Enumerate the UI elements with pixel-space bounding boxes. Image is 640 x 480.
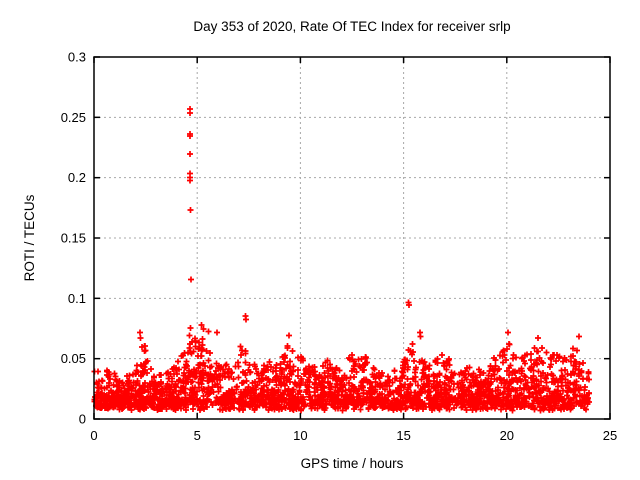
y-tick-label: 0.3 — [68, 50, 86, 65]
x-tick-label: 5 — [194, 428, 201, 443]
y-tick-label: 0 — [79, 412, 86, 427]
x-tick-label: 15 — [396, 428, 410, 443]
x-axis-label: GPS time / hours — [301, 456, 404, 471]
x-tick-label: 25 — [603, 428, 617, 443]
tick-labels: 0 5 10 15 20 25 0 0.05 0.1 0.15 0.2 0.25 0.3 — [61, 50, 618, 444]
y-tick-label: 0.1 — [68, 291, 86, 306]
plot-frame — [93, 56, 611, 420]
y-tick-label: 0.25 — [61, 110, 86, 125]
y-tick-label: 0.05 — [61, 351, 86, 366]
x-tick-label: 10 — [293, 428, 307, 443]
y-tick-label: 0.2 — [68, 170, 86, 185]
y-axis-label: ROTI / TECUs — [22, 194, 37, 281]
scatter-points — [91, 106, 592, 414]
x-tick-label: 0 — [90, 428, 97, 443]
chart-title: Day 353 of 2020, Rate Of TEC Index for r… — [193, 19, 510, 34]
y-tick-label: 0.15 — [61, 231, 86, 246]
x-tick-label: 20 — [500, 428, 514, 443]
